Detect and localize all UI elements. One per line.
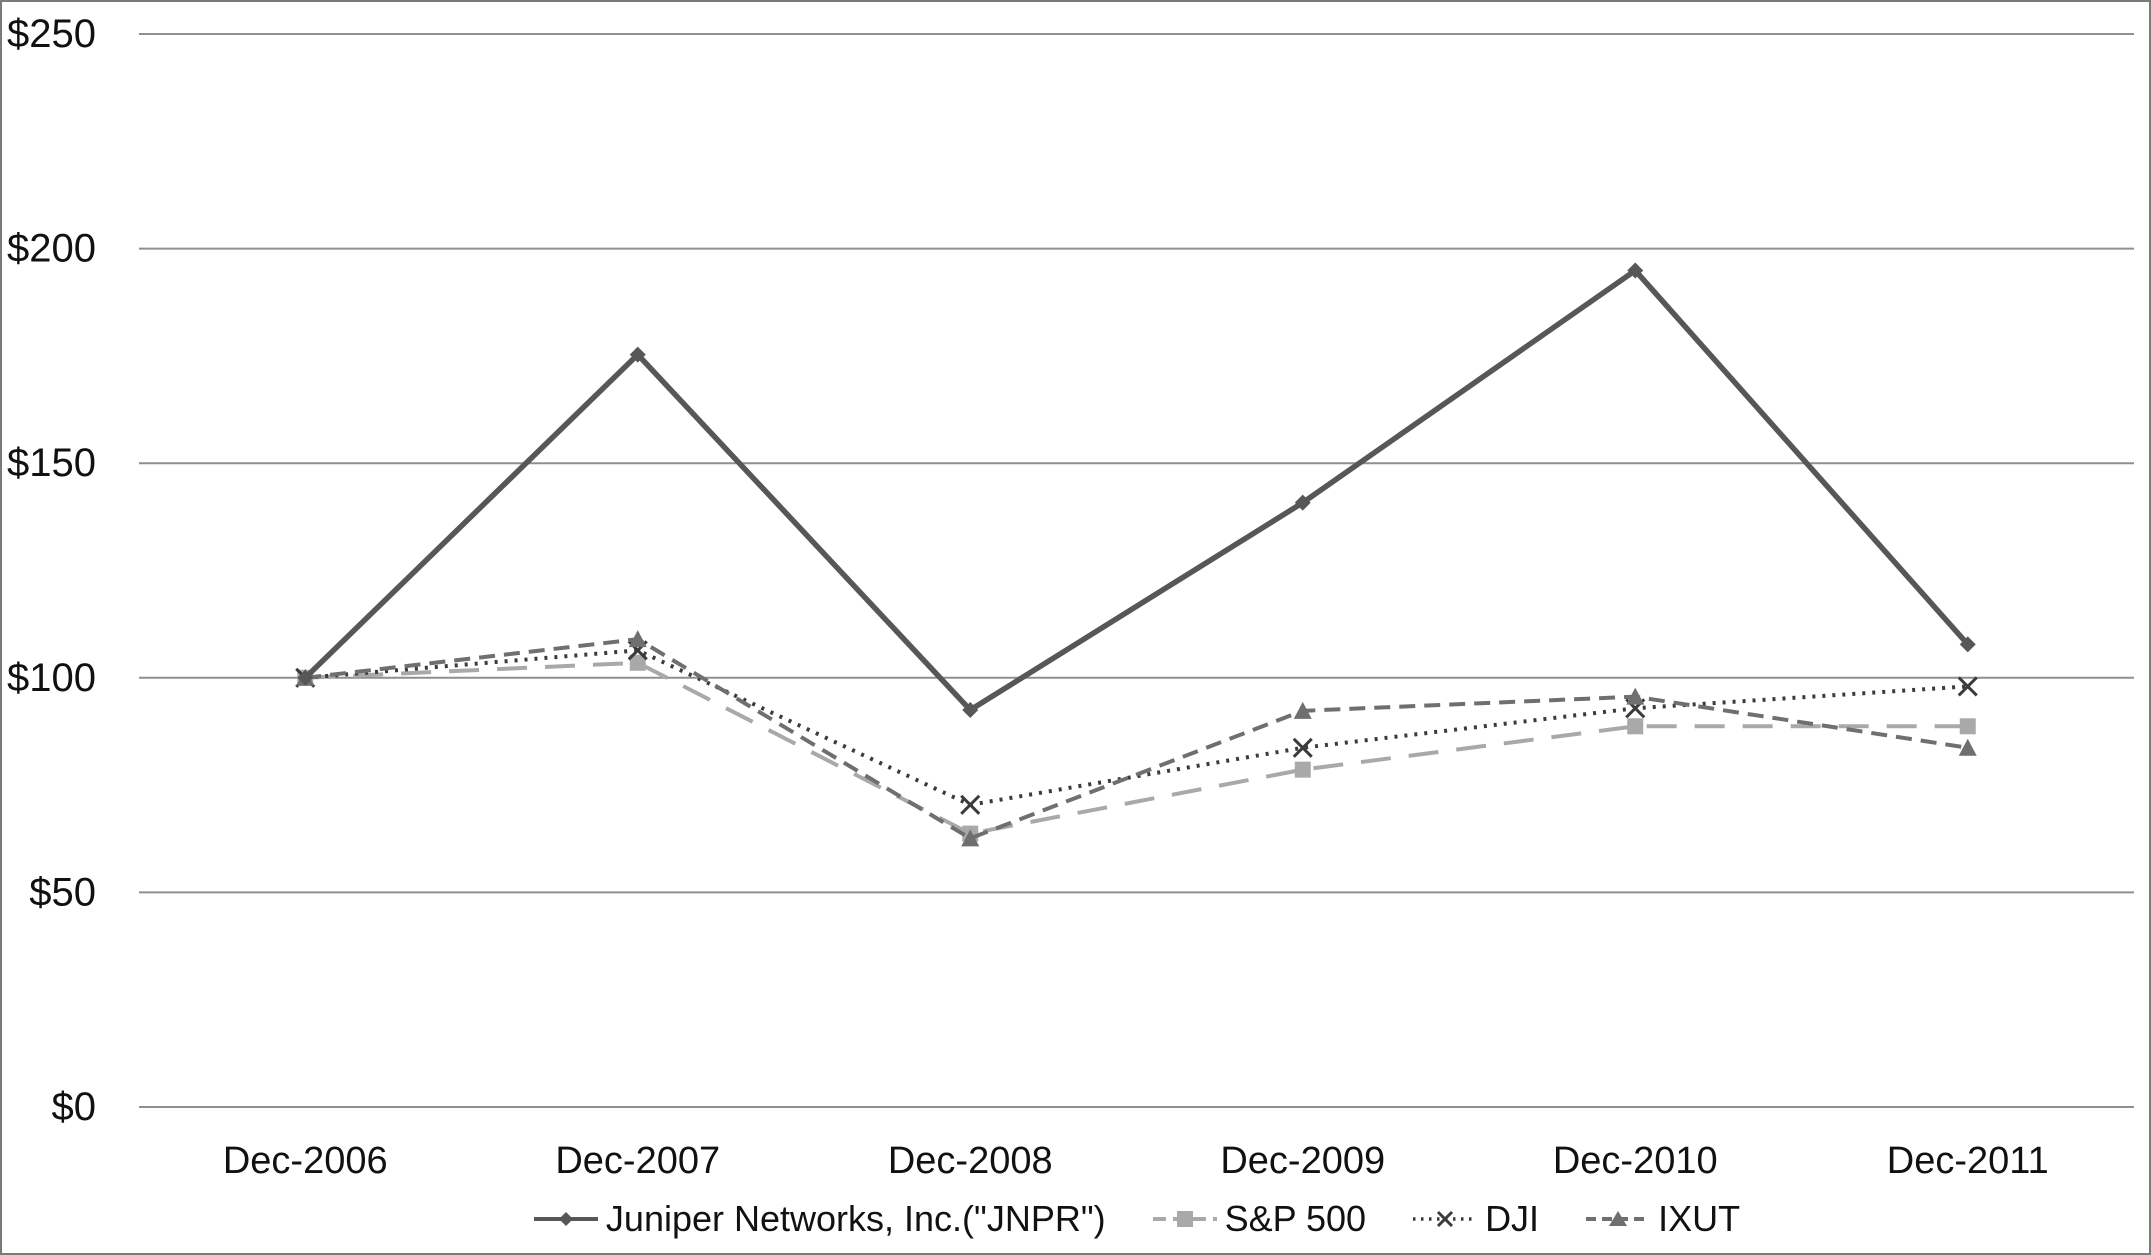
series-marker-ixut-dec-2010	[1626, 687, 1645, 705]
series-marker-s-p-500-dec-2011	[1959, 718, 1976, 735]
series-line-ixut	[305, 637, 1969, 841]
chart-legend: Juniper Networks, Inc.("JNPR") S&P 500 D…	[139, 1190, 2134, 1248]
series-marker-s-p-500-dec-2007	[629, 654, 646, 671]
series-marker-dji-dec-2008	[960, 794, 981, 815]
legend-item-sp500: S&P 500	[1152, 1198, 1366, 1240]
series-marker-ixut-dec-2009	[1293, 701, 1312, 719]
series-marker-s-p-500-dec-2009	[1294, 761, 1311, 778]
series-marker-juniper-networks-inc-jnpr-dec-2006	[297, 669, 314, 686]
series-marker-juniper-networks-inc-jnpr-dec-2008	[962, 701, 979, 718]
series-marker-ixut-dec-2011	[1958, 738, 1977, 756]
x-tick-label-dec-2007: Dec-2007	[555, 1140, 720, 1182]
series-marker-dji-dec-2011	[1957, 676, 1978, 697]
y-tick-label-150: $150	[7, 441, 96, 485]
y-tick-label-250: $250	[7, 12, 96, 56]
y-tick-label-0: $0	[52, 1085, 97, 1129]
series-marker-ixut-dec-2007	[628, 630, 647, 648]
series-line-juniper-networks-inc-jnpr	[303, 266, 1970, 714]
x-tick-label-dec-2009: Dec-2009	[1220, 1140, 1385, 1182]
x-tick-label-dec-2011: Dec-2011	[1887, 1140, 2049, 1182]
x-tick-label-dec-2010: Dec-2010	[1553, 1140, 1718, 1182]
legend-label-jnpr: Juniper Networks, Inc.("JNPR")	[605, 1198, 1106, 1239]
x-tick-label-dec-2008: Dec-2008	[888, 1140, 1053, 1182]
series-marker-juniper-networks-inc-jnpr-dec-2011	[1959, 636, 1976, 653]
series-marker-ixut-dec-2008	[961, 829, 980, 847]
legend-item-ixut: IXUT	[1585, 1198, 1740, 1240]
ixut-line-sample-icon	[1586, 1211, 1651, 1226]
legend-item-jnpr: Juniper Networks, Inc.("JNPR")	[533, 1198, 1106, 1240]
legend-label-ixut: IXUT	[1658, 1198, 1741, 1239]
series-marker-dji-dec-2009	[1292, 737, 1313, 758]
series-marker-juniper-networks-inc-jnpr-dec-2007	[629, 346, 646, 363]
dji-line-sample-icon	[1413, 1210, 1478, 1228]
y-tick-label-100: $100	[7, 656, 96, 700]
series-line-s-p-500	[305, 660, 1968, 836]
legend-item-dji: DJI	[1412, 1198, 1539, 1240]
series-marker-juniper-networks-inc-jnpr-dec-2010	[1627, 262, 1644, 279]
series-marker-s-p-500-dec-2010	[1627, 718, 1644, 735]
y-tick-label-200: $200	[7, 227, 96, 271]
series-marker-juniper-networks-inc-jnpr-dec-2009	[1294, 494, 1311, 511]
jnpr-line-sample-icon	[533, 1212, 598, 1226]
sp500-line-sample-icon	[1152, 1211, 1217, 1227]
y-tick-label-50: $50	[29, 870, 96, 914]
legend-label-dji: DJI	[1485, 1198, 1540, 1239]
x-tick-label-dec-2006: Dec-2006	[223, 1140, 388, 1182]
legend-label-sp500: S&P 500	[1224, 1198, 1367, 1239]
